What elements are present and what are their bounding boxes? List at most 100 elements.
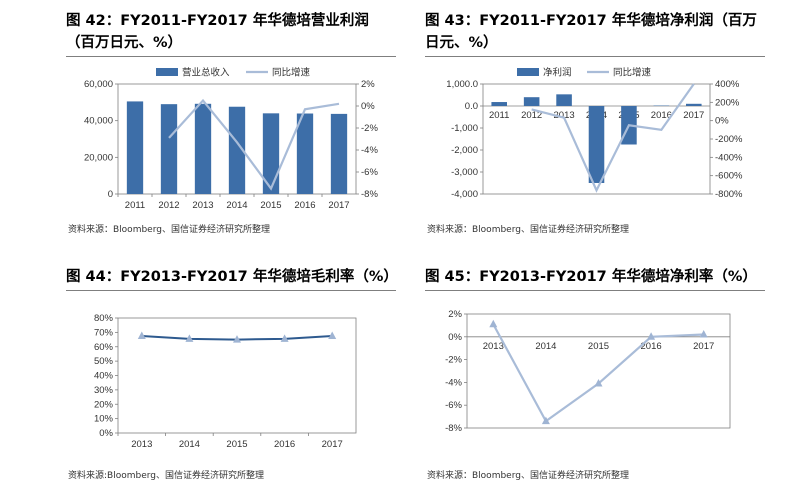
source-note-fig42: 资料来源：Bloomberg、国信证券经济研究所整理 [68,225,270,235]
x-tick-label: 2016 [641,341,662,352]
panel-fig44: 图 44：FY2013-FY2017 年华德培毛利率（%） 0% 10% 20% 30… [66,266,398,486]
x-tick-label: 2011 [125,200,145,211]
legend-label: 营业总收入 [182,67,230,79]
y-tick-label: 0 [108,189,113,200]
x-tick-label: 2014 [535,341,556,352]
x-tick-label: 2013 [131,439,152,450]
bar [262,113,280,194]
y-tick-label: 40% [94,371,114,382]
y2-tick-label: 2% [361,79,375,90]
line-marker [328,331,337,339]
x-tick-label: 2016 [651,110,672,121]
x-tick-label: 2011 [489,110,509,121]
chart-fig43: -4,000 -3,000 -2,000 -1,000 0.0 1,000.0 -800% -… [446,67,743,201]
x-tick-label: 2017 [322,439,343,450]
x-tick-label: 2017 [693,341,714,352]
y2-tick-label: -800% [715,189,743,200]
y-tick-label: 10% [94,414,114,425]
legend-swatch-bar [156,68,178,76]
x-tick-label: 2015 [588,341,609,352]
line-marker [594,379,603,387]
y-tick-label: 1,000.0 [446,79,478,90]
source-note-fig43: 资料来源：Bloomberg、国信证券经济研究所整理 [427,225,629,235]
bar [194,103,212,194]
bar [296,113,314,194]
y-tick-label: 60,000 [84,79,113,90]
chart-title-fig45: 图 45：FY2013-FY2017 年华德培净利率（%） [425,266,765,291]
bar [160,104,178,194]
line-marker [541,416,550,425]
plot-area-frame [466,313,731,429]
x-tick-label: 2014 [226,200,247,211]
y-tick-label: 0.0 [465,101,478,112]
y-tick-label: 50% [94,356,114,367]
bar [556,94,572,106]
x-tick-label: 2016 [274,439,295,450]
y-tick-label: -6% [445,400,462,411]
y2-tick-label: -2% [361,123,378,134]
x-tick-label: 2017 [328,200,349,211]
x-tick-label: 2016 [294,200,315,211]
bar [588,106,605,183]
x-tick-label: 2015 [260,200,281,211]
y-tick-label: -8% [445,423,462,434]
y2-tick-label: -6% [361,167,378,178]
bar [228,106,246,194]
y2-tick-label: -200% [715,134,743,145]
bar [330,113,348,194]
chart-fig45: -8% -6% -4% -2% 0% 2% 2013 2014 2015 2016 2017 [445,309,731,434]
y2-tick-label: -400% [715,152,743,163]
x-tick-label: 2017 [683,110,704,121]
y-tick-label: 2% [448,309,462,320]
legend-label: 同比增速 [613,67,652,79]
y2-tick-label: -600% [715,171,743,182]
y-tick-label: 0% [99,428,113,439]
y2-tick-label: 200% [715,97,740,108]
y-tick-label: 70% [94,327,114,338]
chart-title-fig42: 图 42：FY2011-FY2017 年华德培营业利润（百万日元、%） [66,10,396,57]
line-marker [489,319,498,328]
x-tick-label: 2015 [226,439,247,450]
line-marker [280,334,289,342]
y-tick-label: -4,000 [451,189,478,200]
bar [686,103,702,106]
y-tick-label: 20% [94,399,114,410]
y-tick-label: 60% [94,342,114,353]
bar [126,101,144,194]
y-tick-label: -2,000 [451,145,478,156]
y2-tick-label: -8% [361,189,378,200]
chart-fig42: 0 20,000 40,000 60,000 -8% -6% -4% -2% 0% 2% 2011 2… [84,67,379,212]
x-tick-label: 2013 [554,110,575,121]
panel-fig43: 图 43：FY2011-FY2017 年华德培净利润（百万日元、%） -4,00… [425,10,765,250]
chart-title-fig43: 图 43：FY2011-FY2017 年华德培净利润（百万日元、%） [425,10,765,57]
chart-fig44: 0% 10% 20% 30% 40% 50% 60% 70% 80% 2013 2014 2015 20… [94,313,357,450]
y-tick-label: 20,000 [84,152,113,163]
panel-fig45: 图 45：FY2013-FY2017 年华德培净利率（%） -8% -6% -4% -… [425,266,765,486]
y-tick-label: 80% [94,313,114,324]
y-tick-label: -4% [445,377,462,388]
y2-tick-label: 0% [361,101,375,112]
line-marker [233,335,241,343]
y-tick-label: 40,000 [84,116,113,127]
line-marker [185,334,194,342]
y-tick-label: -3,000 [451,167,478,178]
x-tick-label: 2013 [483,341,504,352]
chart-title-fig44: 图 44：FY2013-FY2017 年华德培毛利率（%） [66,266,398,291]
y-tick-label: 30% [94,385,114,396]
legend-swatch-bar [517,68,539,76]
y2-tick-label: -4% [361,145,378,156]
y2-tick-label: 0% [715,116,729,127]
legend-label: 同比增速 [272,67,311,79]
x-tick-label: 2012 [158,200,179,211]
panel-fig42: 图 42：FY2011-FY2017 年华德培营业利润（百万日元、%） 0 20,… [66,10,396,250]
y-tick-label: -1,000 [451,123,478,134]
source-note-fig44: 资料来源:Bloomberg、国信证券经济研究所整理 [68,471,264,481]
x-tick-label: 2013 [192,200,213,211]
source-note-fig45: 资料来源：Bloomberg、国信证券经济研究所整理 [427,471,629,481]
x-tick-label: 2012 [521,110,542,121]
line-marker [137,331,146,339]
bar [523,97,540,106]
y2-tick-label: 400% [715,79,740,90]
bar [491,102,507,106]
legend-label: 净利润 [543,67,572,79]
